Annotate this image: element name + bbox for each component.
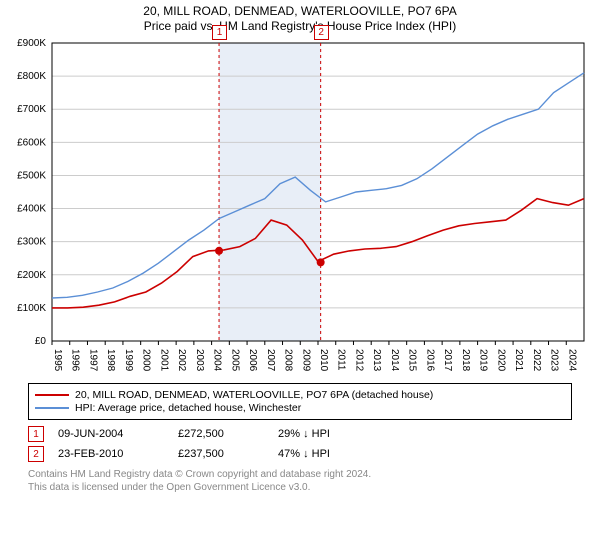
svg-text:2009: 2009	[300, 349, 311, 372]
legend-swatch	[35, 407, 69, 409]
svg-text:2001: 2001	[158, 349, 169, 372]
footer: Contains HM Land Registry data © Crown c…	[28, 468, 572, 494]
svg-text:£700K: £700K	[17, 104, 46, 115]
svg-text:2015: 2015	[407, 349, 418, 372]
chart-marker-badge-2: 2	[314, 25, 329, 40]
svg-text:£100K: £100K	[17, 303, 46, 314]
transactions: 1 09-JUN-2004£272,50029% ↓ HPI 2 23-FEB-201…	[28, 426, 572, 462]
footer-line-1: Contains HM Land Registry data © Crown c…	[28, 468, 572, 481]
svg-text:2012: 2012	[353, 349, 364, 372]
chart-area: £0 £100K £200K £300K £400K £500K £600K £700K £80…	[8, 37, 592, 377]
legend-label: HPI: Average price, detached house, Winc…	[75, 402, 301, 414]
transaction-pct: 47% ↓ HPI	[278, 448, 398, 460]
svg-text:2016: 2016	[424, 349, 435, 372]
svg-text:£300K: £300K	[17, 237, 46, 248]
svg-text:2017: 2017	[442, 349, 453, 372]
svg-text:2003: 2003	[194, 349, 205, 372]
svg-text:£0: £0	[35, 336, 47, 347]
transaction-badge: 1	[28, 426, 44, 442]
svg-text:£900K: £900K	[17, 38, 46, 49]
svg-text:2022: 2022	[531, 349, 542, 372]
svg-text:1998: 1998	[105, 349, 116, 372]
titles: 20, MILL ROAD, DENMEAD, WATERLOOVILLE, P…	[0, 0, 600, 33]
svg-text:2011: 2011	[336, 349, 347, 371]
svg-text:£800K: £800K	[17, 71, 46, 82]
svg-text:1996: 1996	[70, 349, 81, 372]
svg-text:2024: 2024	[566, 349, 577, 372]
svg-text:1999: 1999	[123, 349, 134, 372]
svg-text:1997: 1997	[87, 349, 98, 372]
svg-text:2006: 2006	[247, 349, 258, 372]
svg-text:2005: 2005	[229, 349, 240, 372]
svg-text:2021: 2021	[513, 349, 524, 372]
legend-item-0: 20, MILL ROAD, DENMEAD, WATERLOOVILLE, P…	[35, 389, 565, 401]
svg-text:£400K: £400K	[17, 204, 46, 215]
legend-swatch	[35, 394, 69, 396]
svg-text:2007: 2007	[265, 349, 276, 372]
transaction-row-1: 1 09-JUN-2004£272,50029% ↓ HPI	[28, 426, 572, 442]
svg-text:2008: 2008	[283, 349, 294, 372]
line-chart: £0 £100K £200K £300K £400K £500K £600K £700K £80…	[8, 37, 592, 377]
legend-label: 20, MILL ROAD, DENMEAD, WATERLOOVILLE, P…	[75, 389, 433, 401]
svg-text:2004: 2004	[212, 349, 223, 372]
legend-item-1: HPI: Average price, detached house, Winc…	[35, 402, 565, 414]
svg-text:2014: 2014	[389, 349, 400, 372]
svg-text:2013: 2013	[371, 349, 382, 372]
svg-text:£200K: £200K	[17, 270, 46, 281]
svg-text:2010: 2010	[318, 349, 329, 372]
transaction-pct: 29% ↓ HPI	[278, 428, 398, 440]
legend: 20, MILL ROAD, DENMEAD, WATERLOOVILLE, P…	[28, 383, 572, 420]
svg-text:£600K: £600K	[17, 137, 46, 148]
svg-text:1995: 1995	[52, 349, 63, 372]
transaction-price: £272,500	[178, 428, 278, 440]
page: 20, MILL ROAD, DENMEAD, WATERLOOVILLE, P…	[0, 0, 600, 560]
chart-marker-badge-1: 1	[212, 25, 227, 40]
footer-line-2: This data is licensed under the Open Gov…	[28, 481, 572, 494]
svg-text:2019: 2019	[478, 349, 489, 372]
transaction-date: 23-FEB-2010	[58, 448, 178, 460]
svg-text:2020: 2020	[495, 349, 506, 372]
title-address: 20, MILL ROAD, DENMEAD, WATERLOOVILLE, P…	[0, 4, 600, 18]
svg-text:2023: 2023	[549, 349, 560, 372]
svg-text:2018: 2018	[460, 349, 471, 372]
transaction-row-2: 2 23-FEB-2010£237,50047% ↓ HPI	[28, 446, 572, 462]
svg-text:£500K: £500K	[17, 170, 46, 181]
transaction-date: 09-JUN-2004	[58, 428, 178, 440]
transaction-badge: 2	[28, 446, 44, 462]
svg-text:2002: 2002	[176, 349, 187, 372]
title-sub: Price paid vs. HM Land Registry's House …	[0, 19, 600, 33]
transaction-price: £237,500	[178, 448, 278, 460]
svg-text:2000: 2000	[141, 349, 152, 372]
